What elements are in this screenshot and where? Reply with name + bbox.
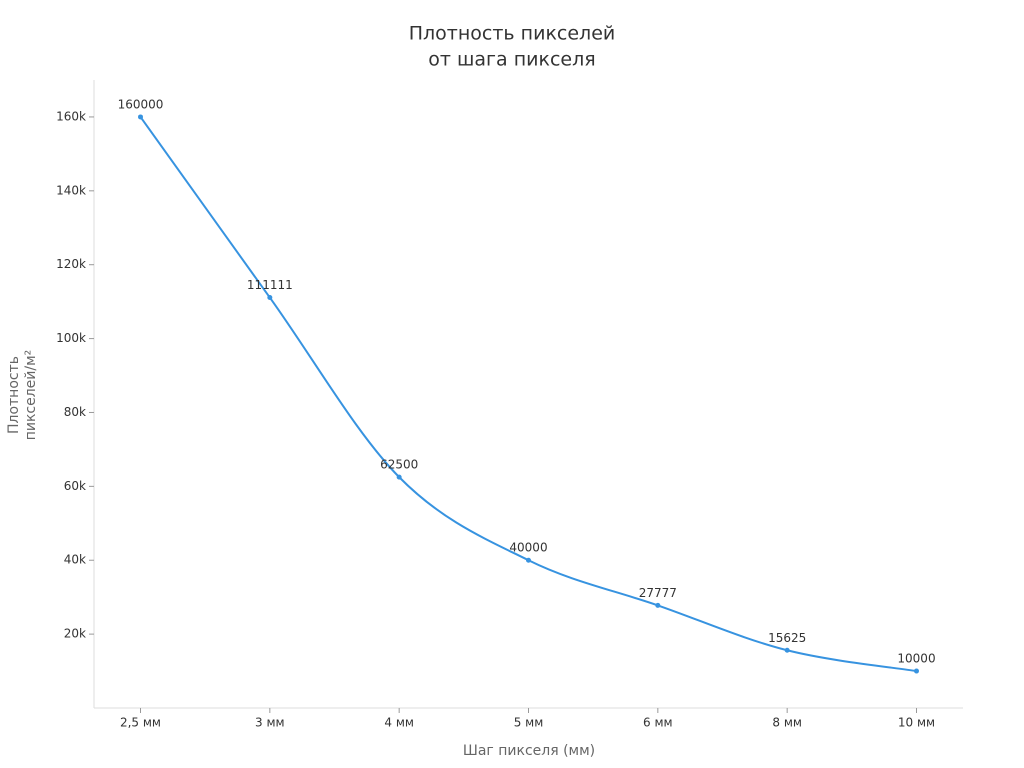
x-tick-label: 2,5 мм	[120, 716, 161, 730]
y-tick-label: 60k	[64, 479, 86, 493]
point	[396, 474, 402, 480]
data-label: 160000	[118, 97, 164, 111]
y-tick-label: 140k	[56, 183, 86, 197]
data-label: 111111	[247, 278, 293, 292]
x-tick-label: 3 мм	[255, 716, 285, 730]
y-tick-label: 120k	[56, 257, 86, 271]
point	[784, 647, 790, 653]
x-tick-label: 6 мм	[643, 716, 673, 730]
point	[655, 602, 661, 608]
point	[267, 295, 273, 301]
data-label: 10000	[897, 652, 935, 666]
chart-title: Плотность пикселей	[409, 23, 616, 45]
y-tick-label: 40k	[64, 553, 86, 567]
point	[914, 668, 919, 674]
x-axis-label: Шаг пикселя (мм)	[463, 743, 595, 759]
x-tick-label: 4 мм	[384, 716, 414, 730]
y-axis-label-line: Плотность	[6, 356, 22, 434]
y-axis-label-line: пикселей/м²	[23, 350, 39, 441]
data-label: 27777	[639, 586, 677, 600]
chart-title: от шага пикселя	[428, 49, 595, 71]
y-axis-label: Плотность пикселей/м²	[6, 350, 39, 441]
point	[138, 114, 143, 120]
y-tick-label: 80k	[64, 405, 86, 419]
x-tick-label: 8 мм	[772, 716, 802, 730]
data-label: 15625	[768, 631, 806, 645]
y-tick-label: 100k	[56, 331, 86, 345]
y-tick-label: 160k	[56, 109, 86, 123]
data-label: 62500	[380, 458, 418, 472]
line	[139, 116, 917, 673]
y-tick-label: 20k	[64, 627, 86, 641]
x-tick-label: 10 мм	[898, 716, 935, 730]
x-tick-label: 5 мм	[514, 716, 544, 730]
point	[526, 557, 531, 563]
data-label: 40000	[509, 541, 547, 555]
